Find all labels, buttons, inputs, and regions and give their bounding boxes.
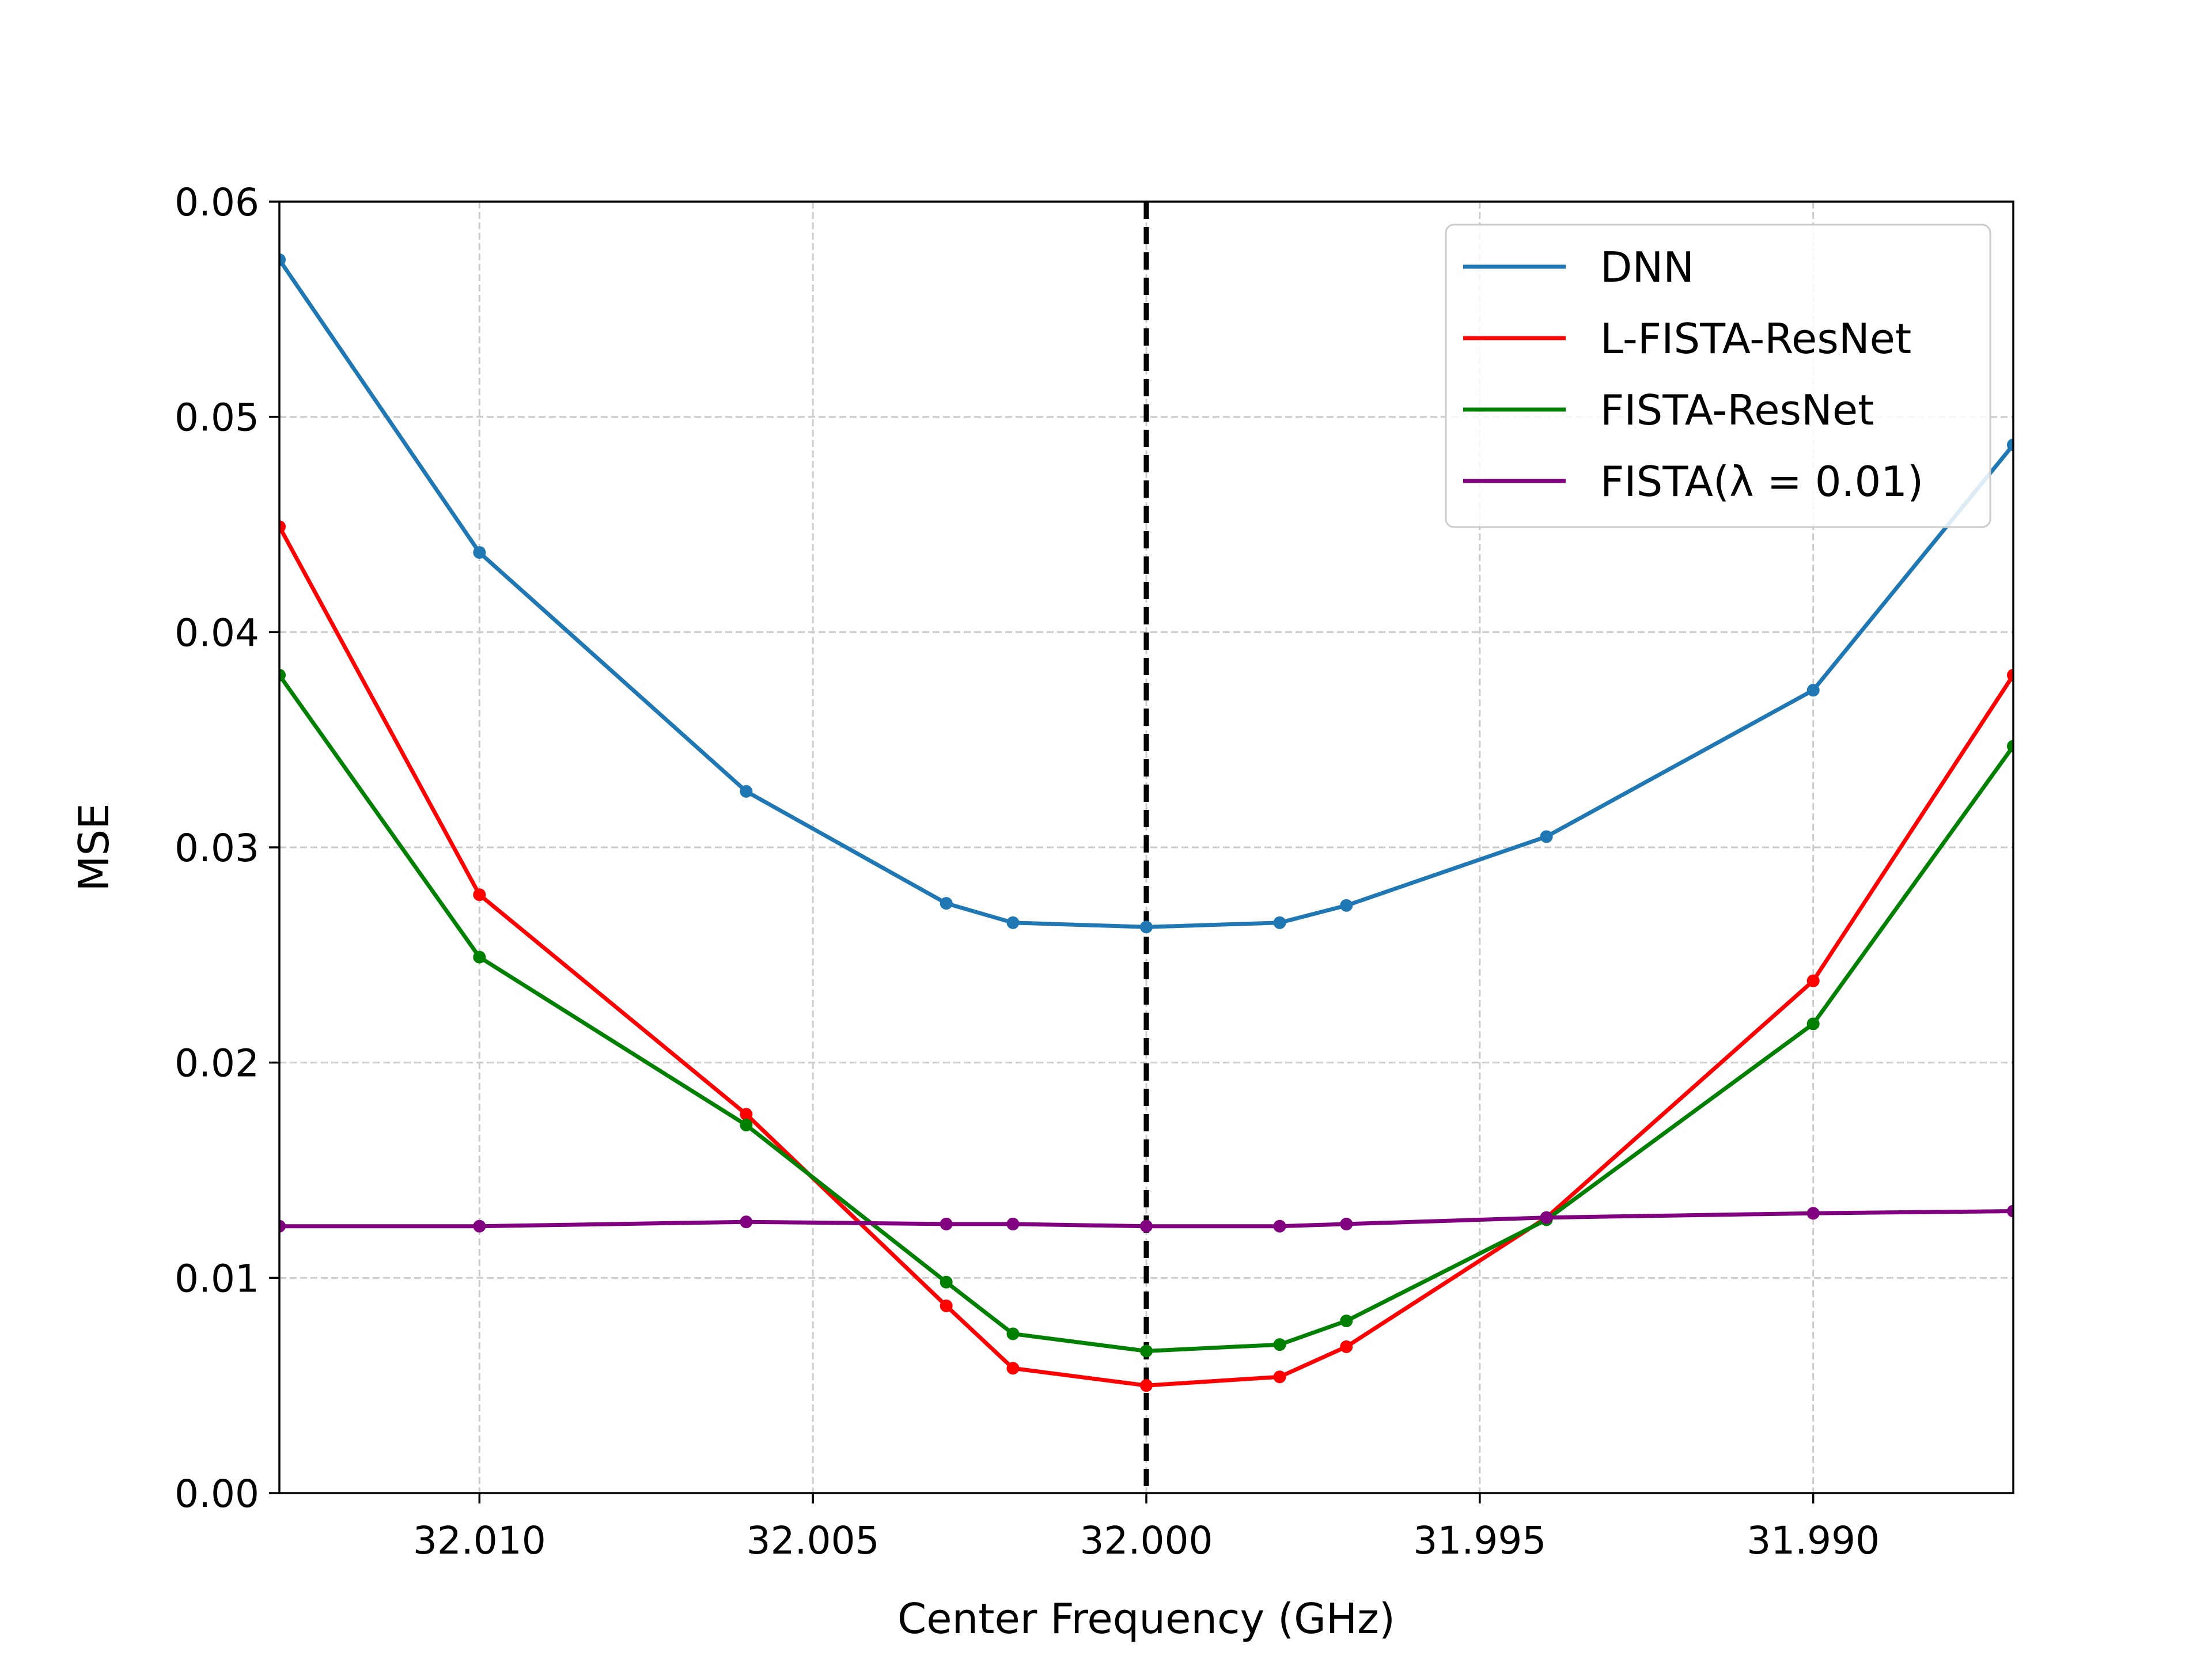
y-tick-label: 0.04 <box>175 611 259 655</box>
data-point-fista-0-01 <box>1006 1218 1019 1230</box>
data-point-fista-resnet <box>740 1119 752 1131</box>
data-point-fista-resnet <box>473 951 486 964</box>
x-tick-label: 31.995 <box>1413 1518 1546 1563</box>
legend-label: FISTA(λ = 0.01) <box>1600 457 1923 506</box>
y-tick-label: 0.00 <box>175 1472 259 1516</box>
x-tick-label: 32.000 <box>1080 1518 1213 1563</box>
data-point-dnn <box>1340 899 1353 912</box>
x-axis-label: Center Frequency (GHz) <box>897 1594 1395 1643</box>
data-point-fista-0-01 <box>740 1215 752 1228</box>
data-point-fista-resnet <box>1340 1315 1353 1327</box>
legend-label: FISTA-ResNet <box>1600 386 1874 434</box>
legend-label: DNN <box>1600 243 1694 291</box>
data-point-l-fista-resnet <box>940 1300 953 1312</box>
data-point-fista-0-01 <box>1340 1218 1353 1230</box>
y-tick-label: 0.02 <box>175 1041 259 1086</box>
x-tick-label: 31.990 <box>1747 1518 1880 1563</box>
data-point-dnn <box>1274 916 1286 929</box>
data-point-dnn <box>473 546 486 559</box>
data-point-fista-0-01 <box>1540 1211 1553 1224</box>
data-point-dnn <box>1140 921 1153 933</box>
legend: DNN L-FISTA-ResNet FISTA-ResNet FISTA(λ = 0… <box>1446 225 1990 527</box>
x-tick-label: 32.010 <box>413 1518 546 1563</box>
y-tick-label: 0.06 <box>175 180 259 225</box>
data-point-dnn <box>940 897 953 910</box>
data-point-fista-resnet <box>1274 1338 1286 1351</box>
data-point-l-fista-resnet <box>1274 1370 1286 1383</box>
y-tick-label: 0.05 <box>175 396 259 440</box>
data-point-fista-0-01 <box>473 1220 486 1233</box>
data-point-l-fista-resnet <box>1006 1362 1019 1374</box>
y-tick-label: 0.01 <box>175 1256 259 1301</box>
data-point-fista-resnet <box>940 1276 953 1289</box>
data-point-fista-0-01 <box>1140 1220 1153 1233</box>
data-point-fista-resnet <box>1140 1344 1153 1357</box>
data-point-l-fista-resnet <box>1807 975 1820 987</box>
data-point-l-fista-resnet <box>473 888 486 901</box>
y-tick-label: 0.03 <box>175 826 259 870</box>
data-point-fista-0-01 <box>940 1218 953 1230</box>
data-point-dnn <box>1807 684 1820 696</box>
data-point-dnn <box>1540 830 1553 843</box>
data-point-fista-resnet <box>1807 1017 1820 1030</box>
data-point-l-fista-resnet <box>1340 1340 1353 1353</box>
data-point-l-fista-resnet <box>1140 1379 1153 1392</box>
y-axis-label: MSE <box>70 803 118 891</box>
data-point-fista-0-01 <box>1807 1207 1820 1219</box>
data-point-dnn <box>1006 916 1019 929</box>
mse-vs-frequency-chart: 32.010 32.005 32.000 31.995 31.990 0.00 0.01 0… <box>0 0 2212 1659</box>
data-point-fista-0-01 <box>1274 1220 1286 1233</box>
data-point-fista-resnet <box>1006 1327 1019 1340</box>
legend-label: L-FISTA-ResNet <box>1600 315 1911 363</box>
x-tick-label: 32.005 <box>747 1518 880 1563</box>
data-point-dnn <box>740 785 752 798</box>
